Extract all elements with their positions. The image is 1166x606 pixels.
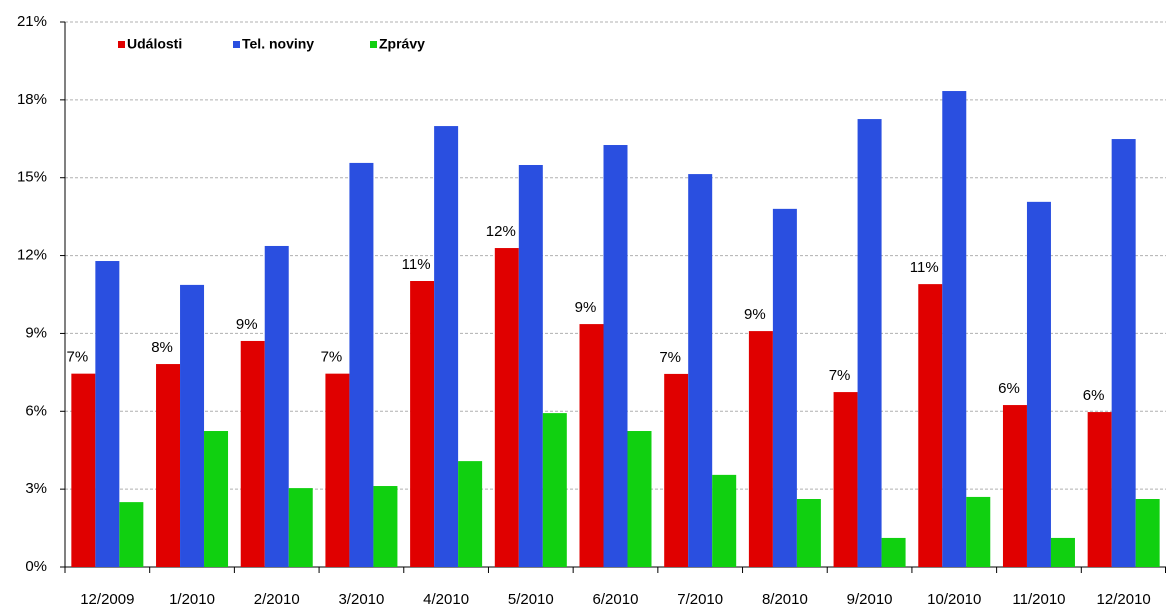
value-label: 7% [659, 349, 681, 366]
bar [772, 208, 797, 567]
bar [1135, 499, 1160, 567]
value-label: 7% [67, 349, 89, 366]
bar [458, 461, 483, 567]
bar [119, 502, 144, 567]
value-label: 9% [575, 299, 597, 316]
bar [966, 496, 991, 567]
legend-swatch [370, 41, 377, 48]
bar [71, 373, 96, 567]
bar [1050, 537, 1075, 567]
x-tick-label: 7/2010 [677, 591, 723, 606]
bar [1087, 412, 1112, 567]
bar [264, 245, 289, 567]
value-label: 6% [998, 380, 1020, 397]
bar [325, 373, 350, 567]
bar [688, 174, 713, 568]
legend-label: Tel. noviny [242, 36, 314, 52]
y-tick-label: 15% [17, 169, 47, 186]
legend-swatch [118, 41, 125, 48]
value-label: 11% [910, 259, 939, 276]
x-tick-label: 12/2010 [1097, 591, 1151, 606]
bar [748, 331, 773, 567]
value-label: 8% [151, 339, 173, 356]
bar [1111, 139, 1136, 568]
y-tick-label: 0% [25, 558, 47, 575]
value-label: 9% [236, 316, 258, 333]
legend-swatch [233, 41, 240, 48]
x-tick-label: 12/2009 [80, 591, 134, 606]
bar [349, 162, 374, 567]
bar [288, 488, 313, 567]
bar [579, 324, 604, 567]
value-label: 7% [829, 367, 851, 384]
x-tick-label: 10/2010 [927, 591, 981, 606]
bar [627, 431, 652, 567]
value-label: 12% [486, 223, 516, 240]
x-tick-label: 2/2010 [254, 591, 300, 606]
bar [942, 91, 967, 568]
bar [918, 284, 943, 567]
legend-label: Události [127, 36, 182, 52]
bar [603, 145, 628, 567]
value-label: 7% [321, 349, 343, 366]
y-tick-label: 6% [25, 402, 47, 419]
bar [881, 537, 906, 567]
x-tick-label: 8/2010 [762, 591, 808, 606]
bar [1026, 201, 1051, 567]
legend-label: Zprávy [379, 36, 425, 52]
bar [664, 373, 689, 567]
y-tick-label: 21% [17, 13, 47, 30]
y-tick-label: 3% [25, 480, 47, 497]
x-tick-label: 1/2010 [169, 591, 215, 606]
x-tick-label: 4/2010 [423, 591, 469, 606]
bar [434, 126, 459, 568]
y-tick-label: 9% [25, 324, 47, 341]
bar [857, 119, 882, 568]
bar [833, 392, 858, 567]
bar [95, 261, 120, 567]
bar [518, 164, 543, 567]
bar [542, 413, 567, 567]
x-tick-label: 11/2010 [1012, 591, 1065, 606]
value-label: 6% [1083, 387, 1105, 404]
bar [204, 431, 229, 567]
bar [712, 474, 737, 567]
bar [373, 486, 398, 567]
x-tick-label: 5/2010 [508, 591, 554, 606]
y-tick-label: 12% [17, 247, 47, 264]
bar [156, 364, 181, 567]
bar [410, 281, 435, 567]
y-tick-label: 18% [17, 91, 47, 108]
value-label: 11% [402, 256, 431, 273]
bar [796, 499, 821, 567]
bar [180, 284, 205, 567]
x-tick-label: 6/2010 [593, 591, 639, 606]
bar [494, 248, 519, 568]
bar [240, 340, 265, 567]
x-tick-label: 3/2010 [338, 591, 384, 606]
value-label: 9% [744, 306, 766, 323]
x-tick-label: 9/2010 [847, 591, 893, 606]
bar [1002, 405, 1027, 567]
